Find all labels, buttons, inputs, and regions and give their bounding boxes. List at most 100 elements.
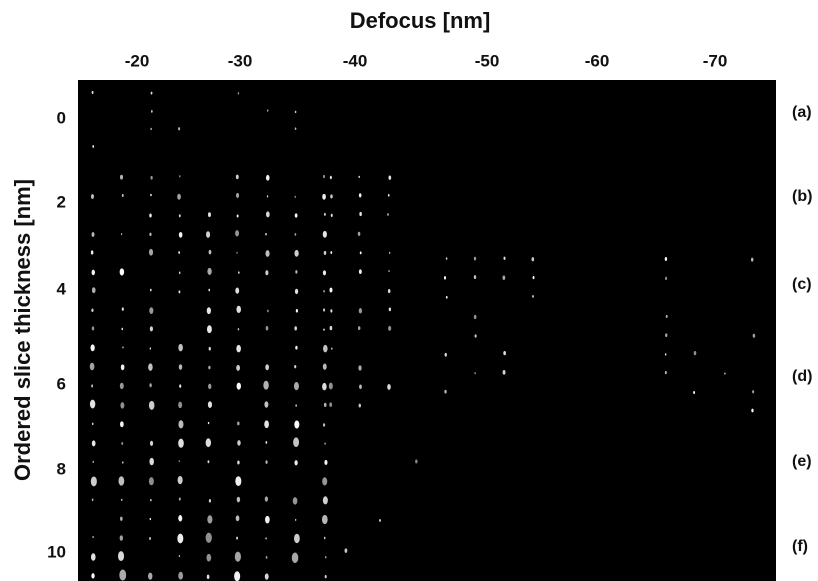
lattice-dot bbox=[149, 537, 151, 541]
lattice-dot bbox=[149, 517, 152, 521]
lattice-dot bbox=[329, 175, 332, 180]
lattice-dot bbox=[237, 460, 240, 465]
lattice-dot bbox=[665, 333, 668, 337]
lattice-dot bbox=[91, 440, 96, 447]
lattice-dot bbox=[329, 287, 333, 293]
lattice-dot bbox=[91, 573, 95, 579]
lattice-dot bbox=[323, 174, 326, 179]
lattice-dot bbox=[205, 438, 212, 448]
lattice-dot bbox=[208, 249, 212, 255]
lattice-dot bbox=[387, 193, 390, 197]
lattice-dot bbox=[236, 344, 241, 353]
lattice-dot bbox=[750, 257, 754, 262]
lattice-dot bbox=[330, 213, 333, 218]
lattice-dot bbox=[92, 460, 95, 464]
y-tick-label: 0 bbox=[57, 108, 66, 127]
lattice-dot bbox=[266, 109, 269, 112]
lattice-dot bbox=[92, 145, 95, 148]
lattice-dot bbox=[474, 371, 476, 375]
x-tick-label: -40 bbox=[343, 51, 368, 70]
lattice-dot bbox=[265, 440, 268, 444]
lattice-dot bbox=[178, 127, 181, 131]
lattice-dot bbox=[149, 347, 152, 350]
lattice-dot bbox=[330, 194, 333, 199]
lattice-dot bbox=[122, 346, 124, 349]
lattice-dot bbox=[234, 551, 241, 562]
lattice-dot bbox=[89, 362, 95, 371]
lattice-dot bbox=[150, 91, 153, 95]
lattice-dot bbox=[235, 287, 240, 294]
lattice-dot bbox=[178, 571, 184, 580]
row-label: (d) bbox=[792, 368, 812, 385]
lattice-dot bbox=[265, 174, 270, 181]
lattice-dot bbox=[445, 295, 448, 299]
lattice-dot bbox=[92, 535, 94, 539]
lattice-dot bbox=[294, 127, 297, 131]
lattice-dot bbox=[151, 110, 153, 113]
lattice-dot bbox=[178, 438, 184, 448]
lattice-dot bbox=[323, 536, 326, 540]
lattice-dot bbox=[120, 232, 123, 236]
lattice-dot bbox=[265, 537, 267, 540]
x-tick-label: -60 bbox=[585, 51, 610, 70]
lattice-dot bbox=[149, 232, 152, 237]
lattice-dot bbox=[236, 214, 239, 218]
lattice-dot bbox=[293, 381, 299, 391]
lattice-dot bbox=[693, 351, 697, 356]
lattice-dot bbox=[532, 275, 535, 280]
lattice-dot bbox=[752, 390, 755, 394]
lattice-dot bbox=[359, 211, 362, 217]
lattice-dot bbox=[502, 369, 506, 375]
lattice-dot bbox=[150, 498, 152, 502]
lattice-dot bbox=[119, 421, 124, 428]
lattice-dot bbox=[358, 175, 360, 179]
lattice-dot bbox=[237, 92, 240, 95]
y-tick-label: 4 bbox=[57, 279, 67, 298]
lattice-dot bbox=[150, 175, 153, 180]
lattice-dot bbox=[473, 256, 477, 261]
lattice-dot bbox=[148, 572, 153, 580]
lattice-dot bbox=[322, 230, 327, 238]
lattice-dot bbox=[322, 270, 327, 276]
lattice-dot bbox=[294, 364, 297, 369]
lattice-dot bbox=[265, 326, 269, 331]
lattice-dot bbox=[149, 326, 153, 332]
lattice-dot bbox=[91, 422, 94, 426]
lattice-dot bbox=[91, 326, 95, 331]
lattice-dot bbox=[208, 498, 212, 503]
lattice-dot bbox=[149, 457, 154, 466]
lattice-dot bbox=[322, 496, 328, 505]
lattice-dot bbox=[237, 328, 240, 331]
lattice-dot bbox=[295, 308, 298, 313]
row-label: (c) bbox=[792, 276, 812, 293]
lattice-dot bbox=[178, 364, 183, 370]
lattice-dot bbox=[179, 384, 182, 388]
lattice-dot bbox=[294, 232, 297, 236]
lattice-dot bbox=[148, 400, 155, 410]
lattice-dot bbox=[324, 575, 327, 579]
lattice-dot bbox=[324, 460, 328, 465]
lattice-dot bbox=[263, 380, 269, 390]
lattice-dot bbox=[344, 548, 348, 553]
lattice-dot bbox=[324, 442, 326, 445]
lattice-dot bbox=[325, 556, 327, 559]
lattice-dot bbox=[264, 496, 269, 502]
lattice-dot bbox=[178, 514, 183, 522]
lattice-dot bbox=[292, 497, 298, 505]
lattice-dot bbox=[148, 363, 153, 371]
lattice-dot bbox=[206, 325, 212, 334]
lattice-dot bbox=[90, 553, 96, 561]
lattice-dot bbox=[294, 195, 296, 198]
lattice-dot bbox=[149, 213, 152, 218]
lattice-dot bbox=[265, 232, 267, 236]
lattice-dot bbox=[208, 288, 211, 292]
y-tick-label: 6 bbox=[57, 374, 66, 393]
lattice-dot bbox=[664, 353, 667, 356]
lattice-dot bbox=[90, 344, 95, 352]
lattice-dot bbox=[532, 295, 534, 298]
lattice-dot bbox=[207, 515, 213, 524]
lattice-dot bbox=[295, 270, 298, 274]
image-panel bbox=[78, 80, 776, 581]
lattice-dot bbox=[177, 193, 181, 200]
lattice-dot bbox=[445, 257, 448, 260]
